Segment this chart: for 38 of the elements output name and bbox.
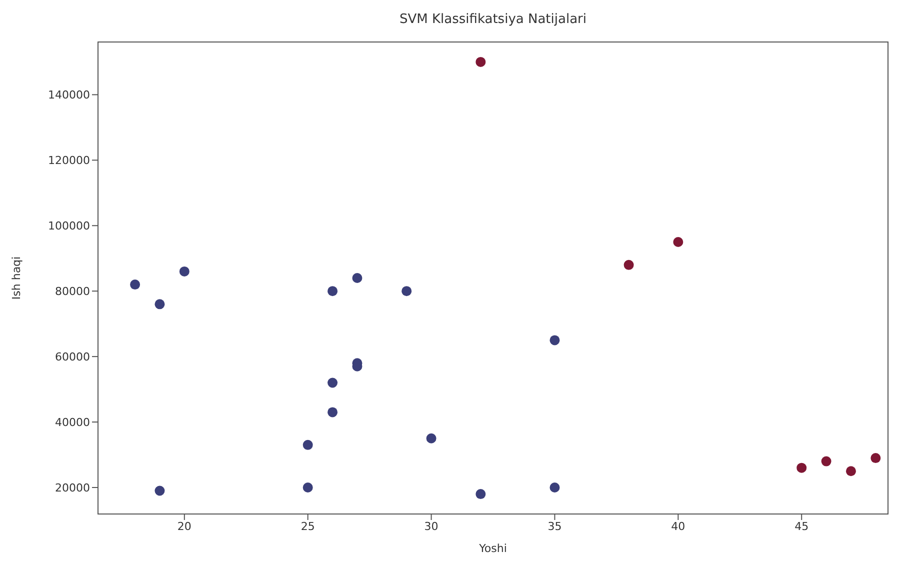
point xyxy=(846,466,856,476)
x-tick-label: 45 xyxy=(794,520,809,533)
point xyxy=(328,407,338,418)
y-axis-title: Ish haqi xyxy=(10,256,23,300)
point xyxy=(130,280,140,290)
point xyxy=(673,236,684,247)
y-tick-label: 60000 xyxy=(55,350,90,364)
point xyxy=(476,489,486,500)
point xyxy=(302,482,313,492)
x-axis-title: Yoshi xyxy=(478,542,507,555)
y-tick-label: 100000 xyxy=(48,220,90,233)
point xyxy=(328,286,338,296)
point xyxy=(870,453,881,464)
point xyxy=(796,462,807,473)
point xyxy=(550,335,560,346)
y-tick-label: 40000 xyxy=(55,416,90,429)
point xyxy=(624,260,634,270)
x-tick-label: 25 xyxy=(300,520,315,533)
point xyxy=(476,56,486,67)
point xyxy=(352,273,362,283)
y-tick-label: 80000 xyxy=(55,285,90,298)
point xyxy=(154,299,165,310)
point xyxy=(154,486,165,496)
point xyxy=(302,440,313,450)
x-tick-label: 20 xyxy=(177,520,192,533)
y-tick-label: 140000 xyxy=(48,88,90,102)
point xyxy=(426,433,436,444)
point xyxy=(402,286,412,296)
y-tick-label: 20000 xyxy=(55,481,90,494)
point xyxy=(179,266,190,276)
y-tick-label: 120000 xyxy=(48,154,90,168)
chart-title: SVM Klassifikatsiya Natijalari xyxy=(398,12,588,27)
point xyxy=(328,378,338,388)
x-tick-label: 35 xyxy=(548,520,562,533)
x-tick-label: 40 xyxy=(671,520,686,533)
x-tick-label: 30 xyxy=(424,520,438,533)
point xyxy=(821,456,832,466)
point xyxy=(550,482,560,492)
